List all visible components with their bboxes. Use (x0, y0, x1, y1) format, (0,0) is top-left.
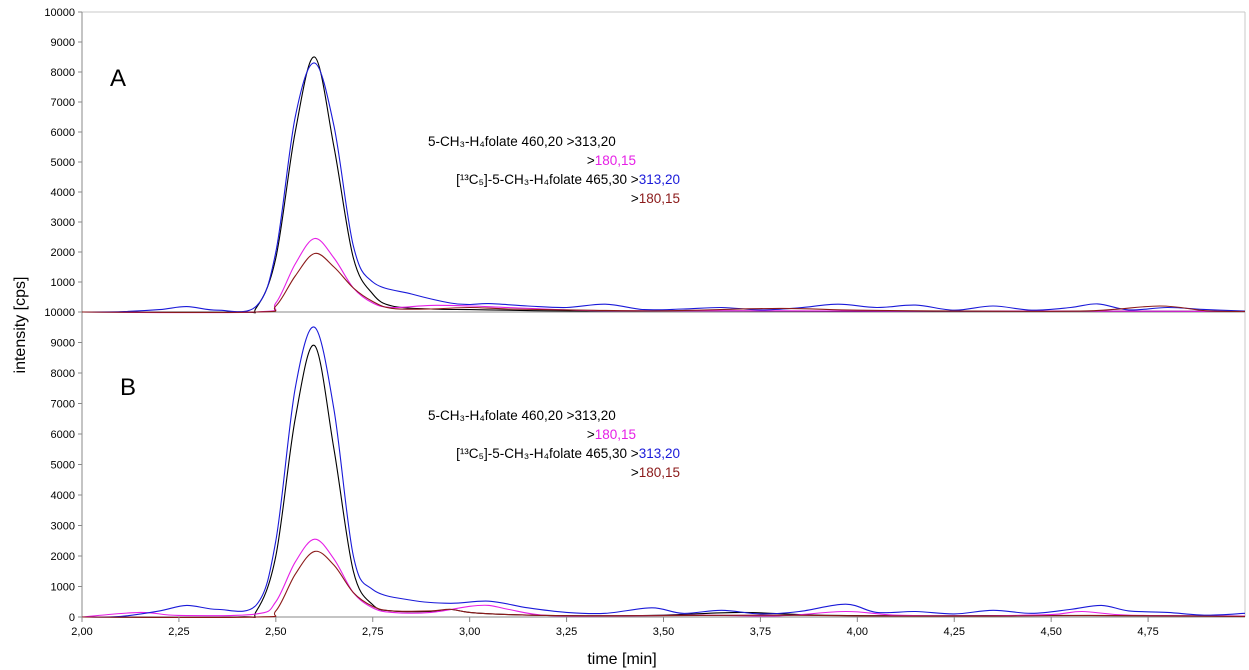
x-axis-label: time [min] (587, 651, 656, 668)
panel-a-legend-line-4: >180,15 (631, 191, 680, 206)
x-tick-label: 3,50 (653, 626, 674, 638)
panel-a-legend-line-3: [¹³C₅]-5-CH₃-H₄folate 465,30 >313,20 (456, 172, 680, 187)
axis-layer: 1000090008000700060005000400030002000100… (44, 7, 1158, 638)
panel-b-y-tick-label: 3000 (51, 521, 75, 533)
y-axis-label: intensity [cps] (12, 277, 29, 374)
panel-b-y-tick-label: 10000 (44, 307, 75, 319)
panel-a-legend-line-3-value: 313,20 (639, 172, 680, 187)
panel-a-y-tick-label: 8000 (51, 67, 75, 79)
x-tick-label: 2,25 (168, 626, 189, 638)
panel-b-label: B (120, 374, 136, 401)
panel-a-y-tick-label: 3000 (51, 217, 75, 229)
panel-a-legend-line-2-prefix: > (587, 153, 595, 168)
panel-b-y-tick-label: 5000 (51, 460, 75, 472)
panel-a-legend-line-4-prefix: > (631, 191, 639, 206)
x-tick-label: 2,00 (71, 626, 92, 638)
panel-a-label: A (110, 65, 126, 92)
x-tick-label: 4,75 (1137, 626, 1158, 638)
x-tick-label: 2,50 (265, 626, 286, 638)
panel-b-legend-line-3: [¹³C₅]-5-CH₃-H₄folate 465,30 >313,20 (456, 446, 680, 461)
panel-a-y-tick-label: 7000 (51, 97, 75, 109)
panel-b-y-tick-label: 8000 (51, 368, 75, 380)
panel-a-y-tick-label: 10000 (44, 7, 75, 19)
panel-b-y-tick-label: 4000 (51, 490, 75, 502)
panel-a-y-tick-label: 2000 (51, 247, 75, 259)
legend-layer: A5-CH₃-H₄folate 460,20 >313,20>180,15[¹³… (110, 65, 680, 480)
panel-a-legend-line-4-value: 180,15 (639, 191, 680, 206)
x-tick-label: 4,50 (1040, 626, 1061, 638)
panel-a-legend-line-1: 5-CH₃-H₄folate 460,20 >313,20 (428, 134, 616, 149)
x-tick-label: 4,00 (847, 626, 868, 638)
panel-a-y-tick-label: 5000 (51, 157, 75, 169)
panel-b-trace-blue (81, 326, 1246, 618)
panel-b-y-tick-label: 9000 (51, 338, 75, 350)
panel-b-legend-line-4: >180,15 (631, 465, 680, 480)
panel-b-legend-line-3-prefix: [¹³C₅]-5-CH₃-H₄folate 465,30 > (456, 446, 639, 461)
x-tick-label: 3,00 (459, 626, 480, 638)
panel-b-y-tick-label: 1000 (51, 582, 75, 594)
panel-a-legend-line-2: >180,15 (587, 153, 636, 168)
panel-b-y-tick-label: 7000 (51, 399, 75, 411)
panel-b-y-tick-label: 6000 (51, 429, 75, 441)
panel-a-y-tick-label: 9000 (51, 37, 75, 49)
panel-a-y-tick-label: 4000 (51, 187, 75, 199)
panel-b-legend-line-4-prefix: > (631, 465, 639, 480)
panel-a-legend-line-3-prefix: [¹³C₅]-5-CH₃-H₄folate 465,30 > (456, 172, 639, 187)
panel-b-trace-brown (81, 550, 1246, 619)
x-tick-label: 2,75 (362, 626, 383, 638)
panel-b-legend-line-2-value: 180,15 (595, 427, 636, 442)
panel-b-legend-line-2-prefix: > (587, 427, 595, 442)
panel-b-legend-line-4-value: 180,15 (639, 465, 680, 480)
panel-b-legend-line-1: 5-CH₃-H₄folate 460,20 >313,20 (428, 408, 616, 423)
series-layer (81, 56, 1246, 619)
panel-b-legend-line-2: >180,15 (587, 427, 636, 442)
panel-a-trace-brown (81, 252, 1246, 313)
panel-a-y-tick-label: 6000 (51, 127, 75, 139)
panel-a-trace-magenta (81, 237, 1246, 314)
x-tick-label: 4,25 (944, 626, 965, 638)
panel-a-legend-line-2-value: 180,15 (595, 153, 636, 168)
panel-b-y-tick-label: 2000 (51, 551, 75, 563)
plot-frame (81, 11, 1246, 618)
panel-a-trace-blue (81, 62, 1246, 313)
panel-b-y-tick-label: 0 (69, 612, 75, 624)
x-tick-label: 3,25 (556, 626, 577, 638)
x-tick-label: 3,75 (750, 626, 771, 638)
panel-b-legend-line-3-value: 313,20 (639, 446, 680, 461)
panel-a-y-tick-label: 1000 (51, 277, 75, 289)
panel-b-trace-black (81, 344, 1246, 619)
